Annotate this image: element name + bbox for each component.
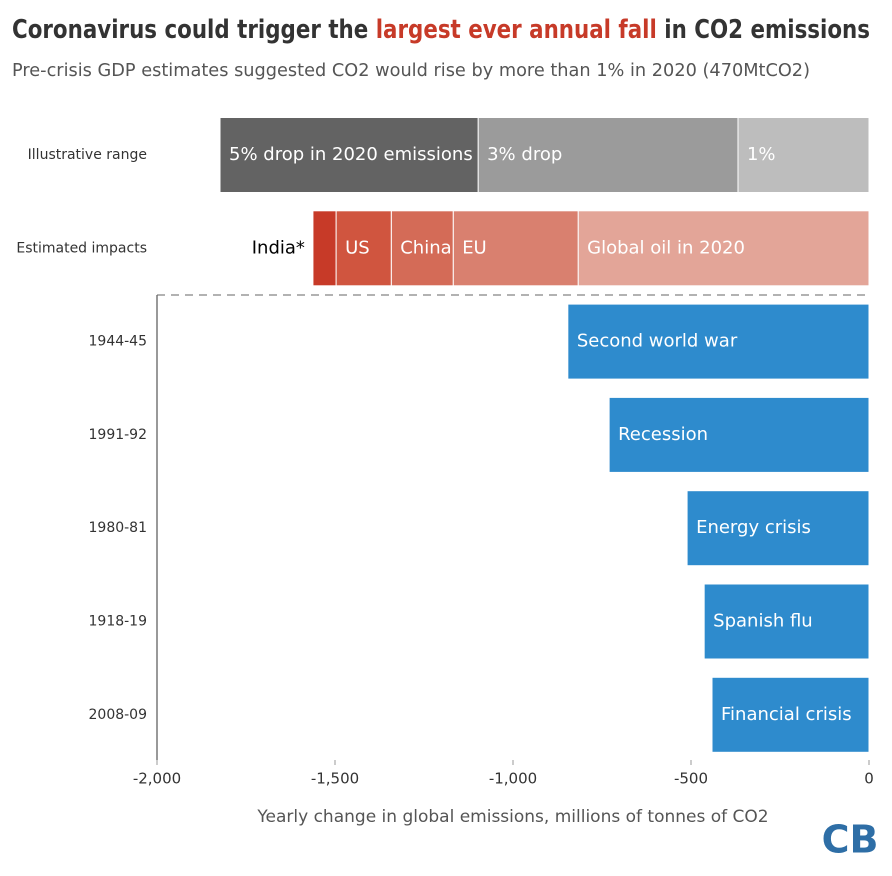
segment-label: 3% drop [487,144,562,165]
segment-label: China [400,237,451,258]
row-label: 2008-09 [89,707,148,723]
x-tick-label: -1,500 [311,770,359,788]
bar-segment [335,210,392,287]
row-label: 1944-45 [89,334,148,350]
row-label: 1918-19 [89,614,148,630]
segment-label: Global oil in 2020 [587,237,745,258]
bar-segment [577,210,870,287]
bar-segment [567,303,870,380]
x-axis-label: Yearly change in global emissions, milli… [256,807,768,827]
segment-label: Energy crisis [696,517,811,538]
bar-segment [452,210,579,287]
segment-label: Spanish flu [713,611,813,632]
bar-segment [608,396,870,473]
segment-label: EU [462,237,487,258]
bar-segment [219,117,479,193]
bar-segment [312,210,337,287]
segment-label: India* [252,237,305,258]
x-tick-label: -1,000 [489,770,537,788]
row-label: Illustrative range [28,147,147,163]
bar-segment [477,117,739,193]
bar-segment [390,210,454,287]
bar-segment [686,490,870,567]
x-tick-label: -500 [674,770,708,788]
segment-label: Recession [618,424,708,445]
bar-segment [703,583,870,660]
segment-label: US [345,237,370,258]
chart-subtitle: Pre-crisis GDP estimates suggested CO2 w… [12,60,810,81]
bar-segment [711,676,870,753]
x-tick-label: -2,000 [133,770,181,788]
title-part: in CO2 emissions [657,15,870,45]
row-label: Estimated impacts [16,240,147,256]
title-part: Coronavirus could trigger the [12,15,376,45]
x-tick-label: 0 [864,770,874,788]
segment-label: Financial crisis [721,704,852,725]
row-label: 1991-92 [89,427,148,443]
row-label: 1980-81 [89,520,148,536]
chart-title: Coronavirus could trigger the largest ev… [12,15,870,45]
segment-label: 1% [747,144,776,165]
title-highlight: largest ever annual fall [376,15,657,45]
logo: CB [822,818,879,862]
segment-label: Second world war [577,331,738,352]
segment-label: 5% drop in 2020 emissions [229,144,473,165]
